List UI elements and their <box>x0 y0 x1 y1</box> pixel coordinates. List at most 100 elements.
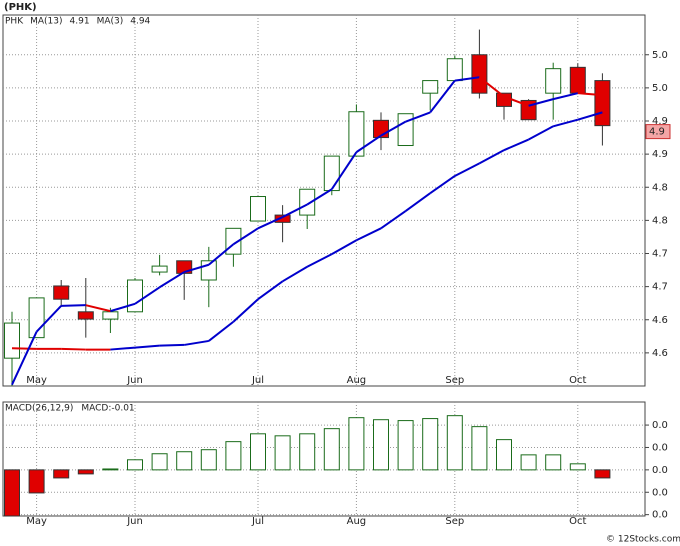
y-tick-label: 5.0 <box>652 83 668 94</box>
y-tick-label: 4.8 <box>652 215 668 226</box>
ma-line-segment <box>159 271 185 289</box>
ma-line-segment <box>134 286 161 305</box>
y-tick-label: 0.0 <box>652 420 668 431</box>
macd-bar <box>373 419 389 471</box>
ma-line-segment <box>11 347 37 350</box>
ma-line-segment <box>110 302 136 313</box>
ma-line-segment <box>11 331 38 386</box>
candle-body <box>545 68 562 94</box>
x-tick-label: Aug <box>347 375 367 386</box>
candle-body <box>323 155 340 192</box>
x-tick-label: Sep <box>445 375 464 386</box>
macd-bar <box>176 451 193 471</box>
x-tick-label: Jun <box>126 516 143 527</box>
ma-line-segment <box>208 320 235 342</box>
macd-bar <box>545 454 562 471</box>
macd-bar <box>151 453 168 471</box>
x-tick-label: Oct <box>569 516 586 527</box>
candle-body <box>422 80 439 94</box>
candle-body <box>127 279 143 313</box>
y-tick-label: 4.7 <box>652 282 668 293</box>
candle-body <box>471 54 488 94</box>
ma-line-segment <box>110 346 136 351</box>
macd-bar <box>274 435 291 471</box>
chart-title: (PHK) <box>4 2 37 13</box>
macd-bar <box>299 433 316 471</box>
x-tick-label: Jun <box>126 375 143 386</box>
x-tick-label: Aug <box>347 516 367 527</box>
macd-bar <box>77 469 94 475</box>
ma-line-segment <box>380 210 407 230</box>
candle-body <box>299 188 316 216</box>
macd-bar <box>594 469 611 479</box>
candle-body <box>594 80 611 127</box>
ma-line-segment <box>355 134 382 153</box>
ma-line-segment <box>330 151 358 190</box>
macd-bar <box>348 417 365 471</box>
y-tick-label: 4.9 <box>652 149 668 160</box>
ma-line-segment <box>503 95 529 107</box>
y-tick-label: 5.0 <box>652 50 668 61</box>
legend-name: PHK <box>5 17 24 27</box>
ma-line-segment <box>331 239 357 256</box>
ma-line-segment <box>528 125 554 141</box>
macd-bar <box>200 449 217 471</box>
ma-line-segment <box>478 149 505 165</box>
ma-line-segment <box>577 92 603 97</box>
candle-body <box>348 111 365 157</box>
ma-line-segment <box>208 243 235 266</box>
macd-bar <box>102 468 119 471</box>
watermark: © 12Stocks.com <box>606 535 680 545</box>
ma-line-segment <box>61 304 86 307</box>
ma-line-segment <box>478 76 505 98</box>
macd-bar <box>496 439 512 471</box>
macd-bar <box>471 426 488 471</box>
ma-line-segment <box>429 175 456 195</box>
macd-bar <box>397 420 414 471</box>
candle-body <box>446 58 463 82</box>
ma-line-segment <box>355 227 382 242</box>
y-tick-label: 4.7 <box>652 249 668 260</box>
ma-line-segment <box>184 339 209 346</box>
ma-line-segment <box>306 188 333 206</box>
y-tick-label: 4.6 <box>652 315 668 326</box>
ma-line-segment <box>232 298 259 323</box>
candle-body <box>397 113 414 147</box>
x-tick-label: May <box>26 375 47 386</box>
candle-body <box>151 265 168 273</box>
macd-bar <box>520 454 537 471</box>
x-tick-label: Jul <box>251 375 264 386</box>
candle-body <box>496 92 512 107</box>
x-tick-label: Oct <box>569 375 586 386</box>
ma-line-segment <box>85 304 111 313</box>
ma-line-segment <box>257 216 284 230</box>
ma-line-segment <box>282 265 308 283</box>
candle-body <box>4 322 20 359</box>
legend-series: MA(13) <box>30 17 62 27</box>
ma-line-segment <box>35 305 62 333</box>
x-tick-label: Jul <box>251 516 264 527</box>
macd-bar <box>250 433 266 471</box>
ma-line-segment <box>183 263 210 274</box>
ma-line-segment <box>306 253 333 268</box>
ma-line-segment <box>577 111 603 121</box>
ma-line-segment <box>503 138 529 152</box>
y-tick-label: 0.0 <box>652 510 668 521</box>
y-tick-label: 0.0 <box>652 442 668 453</box>
x-tick-label: May <box>26 516 47 527</box>
panel-title: MACD(26,12,9) <box>5 404 73 414</box>
ma-line-segment <box>232 227 259 246</box>
candle-body <box>102 311 119 320</box>
ma-line-segment <box>134 344 160 349</box>
candle-body <box>250 196 266 222</box>
ma-line-segment <box>528 98 554 107</box>
macd-bar <box>569 463 586 471</box>
ma-line-segment <box>257 280 284 301</box>
ma-line-segment <box>552 92 579 101</box>
macd-bar <box>323 428 340 471</box>
plot-frame <box>2 14 646 387</box>
last-price-box <box>645 124 671 140</box>
ma-line-segment <box>405 192 431 212</box>
